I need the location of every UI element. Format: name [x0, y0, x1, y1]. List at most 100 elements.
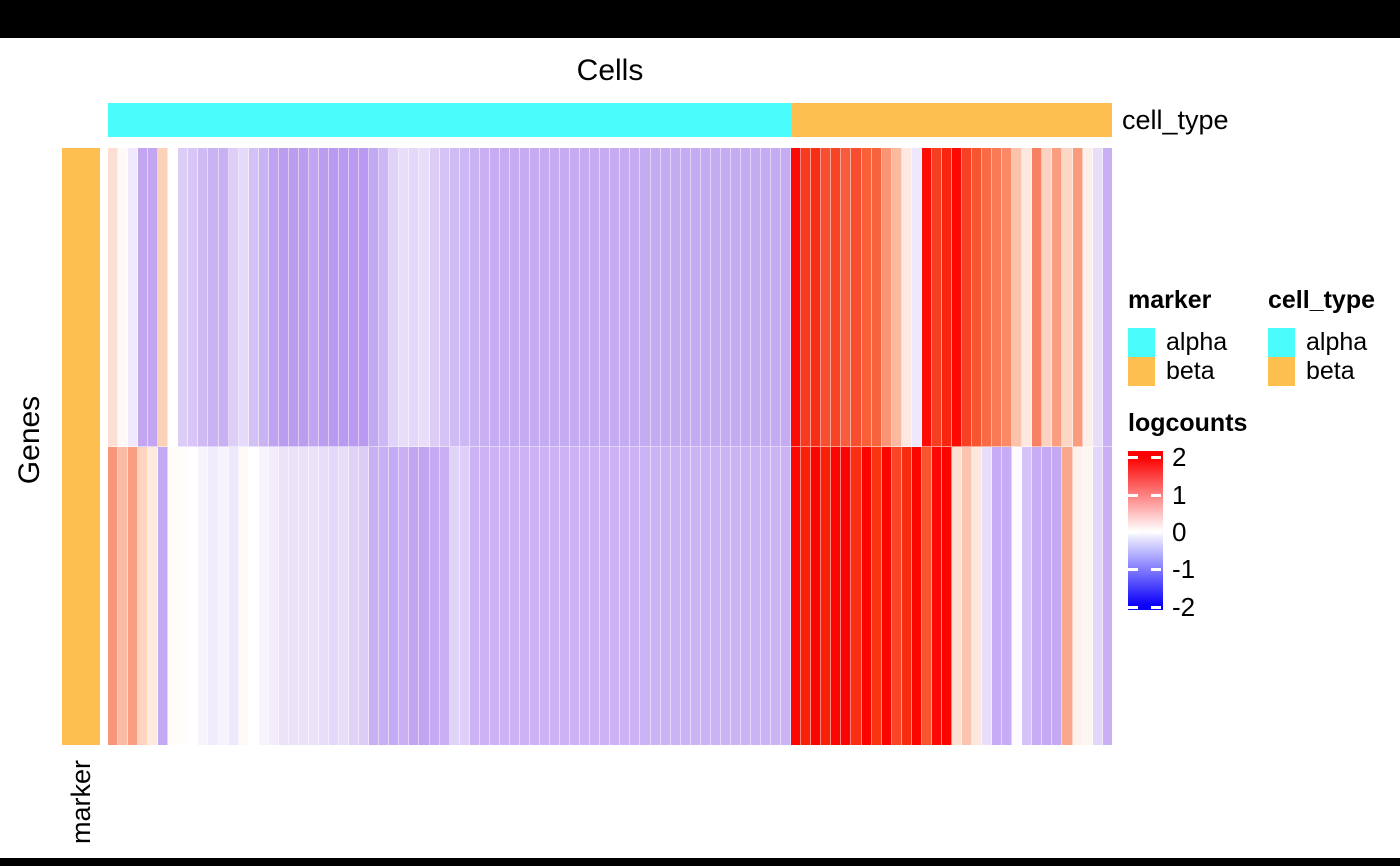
- heatmap-cell: [1002, 446, 1013, 745]
- heatmap-cell: [730, 148, 741, 447]
- colorbar-tick-label: -1: [1172, 554, 1196, 585]
- heatmap-cell: [781, 148, 792, 447]
- heatmap-cell: [258, 446, 269, 745]
- heatmap-cell: [961, 446, 973, 745]
- alpha-swatch: [1268, 328, 1295, 357]
- heatmap-cell: [580, 446, 591, 745]
- heatmap-cell: [921, 148, 932, 447]
- heatmap-cell: [419, 148, 430, 447]
- heatmap-cell: [499, 148, 510, 447]
- heatmap-cell: [228, 148, 239, 447]
- heatmap-cell: [359, 148, 370, 447]
- heatmap-cell: [1072, 446, 1083, 745]
- colorbar-tick-dash: [1151, 530, 1161, 534]
- heatmap-cell: [600, 148, 611, 447]
- heatmap-cell: [238, 148, 249, 447]
- heatmap-cell: [1062, 148, 1073, 447]
- heatmap-cell: [761, 148, 772, 447]
- heatmap-cell: [670, 446, 681, 745]
- heatmap-cell: [670, 148, 681, 447]
- heatmap-cell: [158, 446, 169, 745]
- heatmap-cell: [148, 446, 159, 745]
- heatmap-cell: [911, 446, 922, 745]
- heatmap-cell: [951, 446, 962, 745]
- legend-logcounts: logcounts 2 1 0 -1 -2: [1128, 409, 1248, 620]
- heatmap-cell: [258, 148, 269, 447]
- colorbar-tick-label: 2: [1172, 442, 1187, 473]
- heatmap-cell: [871, 446, 882, 745]
- heatmap-cell: [931, 148, 942, 447]
- heatmap-cell: [409, 446, 420, 745]
- heatmap-cell: [851, 148, 862, 447]
- logcounts-colorbar-wrap: 2 1 0 -1 -2: [1128, 444, 1238, 620]
- heatmap-cell: [791, 446, 802, 745]
- legend-item-label: alpha: [1166, 328, 1228, 356]
- heatmap-cell: [479, 446, 490, 745]
- heatmap-cell: [851, 446, 862, 745]
- heatmap-cell: [138, 446, 149, 745]
- heatmap-cell: [489, 446, 500, 745]
- heatmap-cell: [821, 148, 832, 447]
- colorbar-tick-dash: [1128, 568, 1138, 572]
- heatmap-cell: [529, 148, 541, 447]
- colorbar-tick-dash: [1128, 493, 1138, 497]
- heatmap-cell: [560, 446, 571, 745]
- legend-logcounts-title: logcounts: [1128, 409, 1248, 437]
- heatmap-cell: [188, 148, 199, 447]
- colorbar-tick-label: -2: [1172, 591, 1196, 622]
- heatmap-cell: [982, 446, 993, 745]
- heatmap-cell: [600, 446, 611, 745]
- heatmap-cell: [449, 148, 460, 447]
- heatmap-cell: [529, 446, 541, 745]
- colorbar-tick-dash: [1128, 605, 1138, 609]
- heatmap-cell: [761, 446, 772, 745]
- heatmap-cell: [911, 148, 922, 447]
- heatmap-cell: [931, 446, 942, 745]
- heatmap-cell: [680, 148, 691, 447]
- heatmap-cell: [459, 148, 470, 447]
- cell-type-annotation-segment-beta: [790, 103, 1112, 137]
- heatmap-cell: [318, 148, 330, 447]
- heatmap-cell: [349, 148, 360, 447]
- heatmap-cell: [811, 446, 822, 745]
- heatmap-cell: [771, 148, 782, 447]
- legend-cell-type-items: alpha beta: [1268, 328, 1375, 386]
- heatmap-cell: [771, 446, 782, 745]
- heatmap-cell: [329, 148, 340, 447]
- heatmap-cell: [841, 446, 852, 745]
- heatmap-cell: [891, 148, 902, 447]
- heatmap-cell: [550, 446, 561, 745]
- heatmap-cell: [1042, 446, 1053, 745]
- heatmap-cell: [238, 446, 249, 745]
- heatmap-cell: [1102, 446, 1112, 745]
- heatmap-cell: [690, 148, 701, 447]
- heatmap-cell: [1072, 148, 1083, 447]
- marker-annotation-label: marker: [66, 760, 96, 845]
- legend-marker-title: marker: [1128, 286, 1212, 314]
- heatmap-cell: [208, 446, 219, 745]
- heatmap-cell: [178, 446, 189, 745]
- logcounts-colorbar: [1128, 451, 1163, 610]
- heatmap-cell: [972, 446, 983, 745]
- heatmap-cell: [128, 446, 139, 745]
- heatmap-cell: [168, 446, 179, 745]
- heatmap-cell: [208, 148, 219, 447]
- heatmap-cell: [519, 148, 530, 447]
- heatmap-cell: [399, 446, 410, 745]
- legend-item-label: alpha: [1306, 328, 1368, 356]
- heatmap-row: [108, 446, 1112, 745]
- heatmap-cell: [138, 148, 149, 447]
- heatmap-cell: [469, 446, 480, 745]
- heatmap-cell: [329, 446, 340, 745]
- heatmap-cell: [519, 446, 530, 745]
- heatmap-cell: [901, 148, 912, 447]
- heatmap-cell: [881, 148, 892, 447]
- heatmap-cell: [389, 446, 400, 745]
- colorbar-tick-dash: [1151, 493, 1161, 497]
- heatmap-cell: [128, 148, 139, 447]
- heatmap-cell: [821, 446, 832, 745]
- heatmap-cell: [1082, 446, 1093, 745]
- heatmap-cell: [1092, 446, 1103, 745]
- heatmap-cell: [268, 148, 279, 447]
- heatmap-cell: [690, 446, 701, 745]
